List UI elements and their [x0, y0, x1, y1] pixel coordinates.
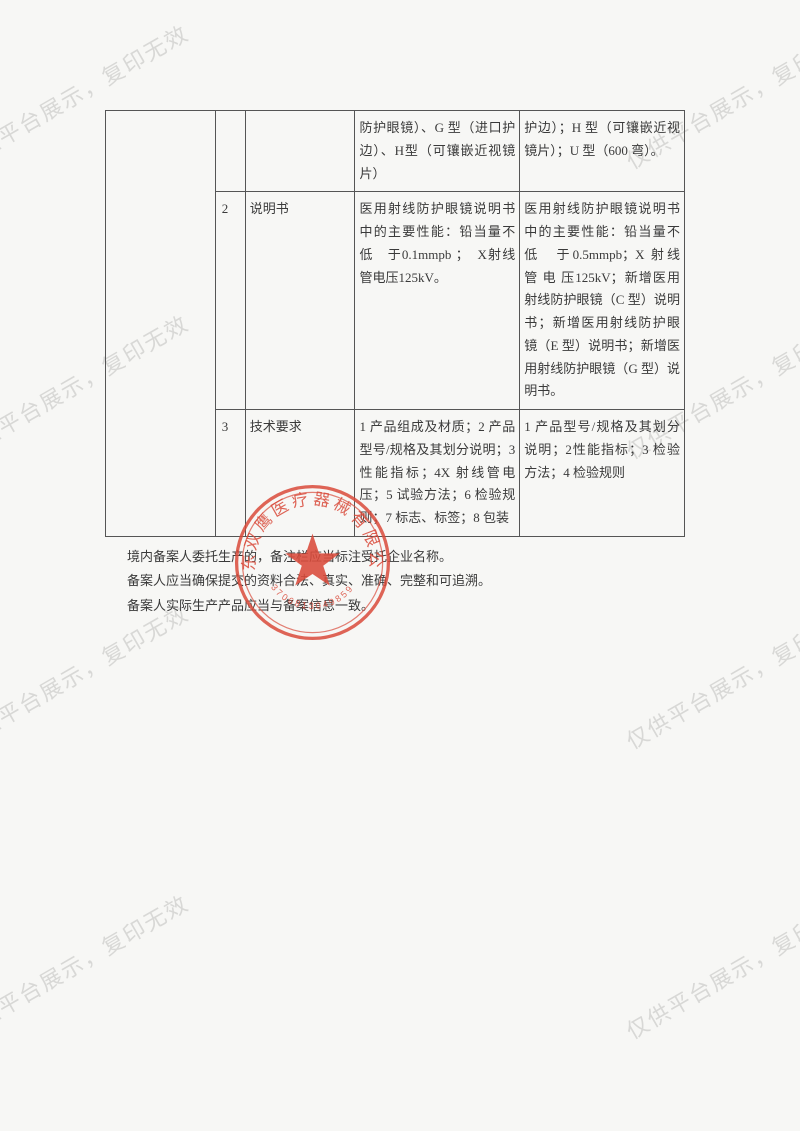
- document-content: 防护眼镜）、G 型（进口护边）、H型（可镶嵌近视镜片）护边）；H 型（可镶嵌近视…: [105, 110, 685, 619]
- table-row: 防护眼镜）、G 型（进口护边）、H型（可镶嵌近视镜片）护边）；H 型（可镶嵌近视…: [106, 111, 685, 192]
- col-item: 说明书: [245, 192, 355, 410]
- col-after: 1 产品型号/规格及其划分说明；2性能指标；3 检验方法；4 检验规则: [520, 410, 685, 537]
- col-before: 1 产品组成及材质；2 产品型号/规格及其划分说明；3 性能指标；4X 射线管电…: [355, 410, 520, 537]
- col-item: 技术要求: [245, 410, 355, 537]
- col-category: [106, 111, 216, 537]
- footer-notes: 境内备案人委托生产的，备注栏应当标注受托企业名称。 备案人应当确保提交的资料合法…: [105, 545, 685, 619]
- spec-table: 防护眼镜）、G 型（进口护边）、H型（可镶嵌近视镜片）护边）；H 型（可镶嵌近视…: [105, 110, 685, 537]
- col-number: [215, 111, 245, 192]
- col-after: 护边）；H 型（可镶嵌近视镜片）；U 型（600 弯）。: [520, 111, 685, 192]
- footer-line-3: 备案人实际生产产品应当与备案信息一致。: [127, 594, 685, 619]
- col-number: 2: [215, 192, 245, 410]
- footer-line-2: 备案人应当确保提交的资料合法、真实、准确、完整和可追溯。: [127, 569, 685, 594]
- col-before: 防护眼镜）、G 型（进口护边）、H型（可镶嵌近视镜片）: [355, 111, 520, 192]
- col-after: 医用射线防护眼镜说明书中的主要性能：铅当量不 低 于0.5mmpb；X 射线 管…: [520, 192, 685, 410]
- col-before: 医用射线防护眼镜说明书中的主要性能：铅当量不 低 于0.1mmpb ； X射线管…: [355, 192, 520, 410]
- col-item: [245, 111, 355, 192]
- footer-line-1: 境内备案人委托生产的，备注栏应当标注受托企业名称。: [127, 545, 685, 570]
- col-number: 3: [215, 410, 245, 537]
